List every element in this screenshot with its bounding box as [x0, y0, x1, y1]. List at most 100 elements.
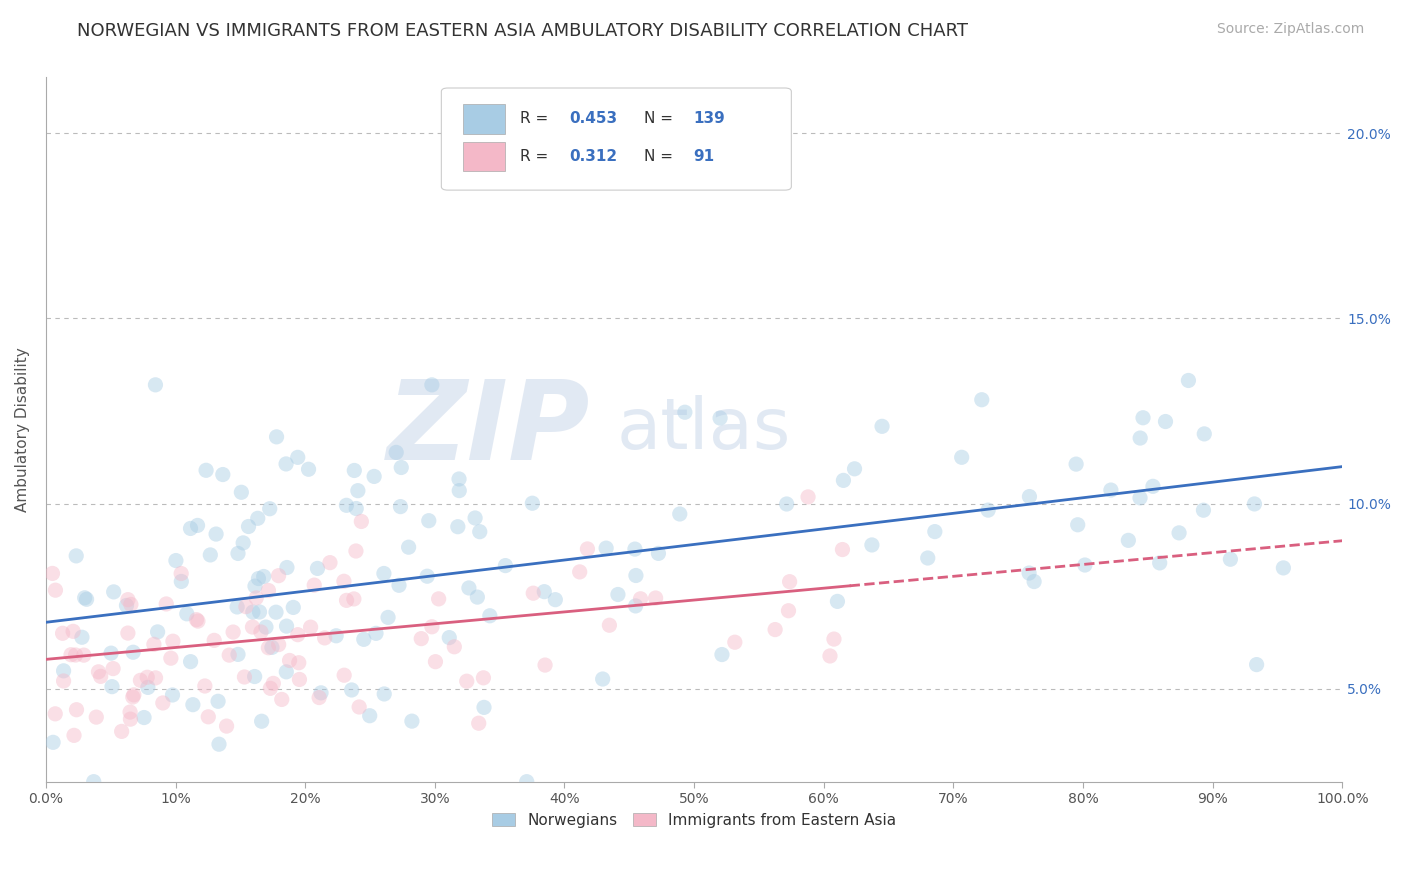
Point — [245, 591, 267, 605]
Point — [226, 546, 249, 560]
Point — [860, 538, 883, 552]
Text: R =: R = — [520, 112, 554, 127]
Point — [1064, 457, 1087, 471]
Point — [1022, 574, 1045, 589]
Point — [630, 591, 652, 606]
Point — [302, 578, 325, 592]
Point — [145, 671, 167, 685]
Point — [1074, 558, 1097, 572]
FancyBboxPatch shape — [441, 88, 792, 190]
Point — [267, 568, 290, 582]
FancyBboxPatch shape — [464, 104, 505, 134]
Point — [924, 524, 946, 539]
Point — [243, 579, 266, 593]
Point — [247, 572, 270, 586]
Point — [42, 735, 65, 749]
Point — [235, 599, 257, 614]
Point — [823, 632, 845, 646]
Point — [1194, 426, 1216, 441]
Point — [373, 687, 395, 701]
Point — [1246, 657, 1268, 672]
Point — [724, 635, 747, 649]
Point — [266, 430, 288, 444]
Point — [335, 593, 357, 607]
Point — [253, 569, 276, 583]
Point — [136, 670, 159, 684]
Point — [276, 619, 298, 633]
Point — [246, 511, 269, 525]
Point — [1272, 561, 1295, 575]
Point — [160, 651, 183, 665]
Point — [467, 590, 489, 604]
Point — [187, 614, 209, 628]
Point — [447, 519, 470, 533]
Point — [456, 674, 478, 689]
Point — [779, 574, 801, 589]
Point — [195, 463, 218, 477]
Point — [41, 566, 63, 581]
Point — [353, 632, 375, 647]
Legend: Norwegians, Immigrants from Eastern Asia: Norwegians, Immigrants from Eastern Asia — [486, 806, 903, 834]
Point — [200, 548, 222, 562]
Point — [117, 626, 139, 640]
Point — [827, 594, 849, 608]
Point — [385, 445, 408, 459]
Point — [970, 392, 993, 407]
Point — [276, 665, 298, 679]
Point — [187, 518, 209, 533]
Text: N =: N = — [644, 112, 678, 127]
Point — [264, 605, 287, 619]
Point — [439, 631, 461, 645]
Point — [443, 640, 465, 654]
Text: 139: 139 — [693, 112, 724, 127]
Point — [522, 586, 544, 600]
Point — [52, 626, 75, 640]
Point — [218, 648, 240, 662]
Point — [103, 585, 125, 599]
Point — [111, 724, 134, 739]
Text: 0.312: 0.312 — [569, 149, 617, 164]
Point — [775, 497, 797, 511]
Text: ZIP: ZIP — [387, 376, 591, 483]
Point — [267, 638, 290, 652]
Point — [1243, 497, 1265, 511]
Point — [411, 632, 433, 646]
Point — [120, 598, 142, 612]
Point — [763, 623, 786, 637]
Point — [231, 485, 253, 500]
Point — [226, 599, 249, 614]
Text: Source: ZipAtlas.com: Source: ZipAtlas.com — [1216, 22, 1364, 37]
Point — [62, 624, 84, 639]
Point — [647, 546, 669, 560]
Point — [145, 377, 167, 392]
Point — [142, 637, 165, 651]
Point — [232, 536, 254, 550]
Point — [468, 524, 491, 539]
Point — [319, 556, 342, 570]
Point — [673, 405, 696, 419]
Point — [350, 515, 373, 529]
Point — [340, 682, 363, 697]
Point — [377, 610, 399, 624]
Text: 91: 91 — [693, 149, 714, 164]
Point — [242, 605, 264, 619]
Point — [347, 700, 370, 714]
Point — [308, 690, 330, 705]
Point — [333, 668, 356, 682]
Point — [202, 633, 225, 648]
Text: 0.453: 0.453 — [569, 112, 617, 127]
Point — [101, 680, 124, 694]
Point — [347, 483, 370, 498]
Point — [797, 490, 820, 504]
Point — [186, 613, 208, 627]
Point — [170, 566, 193, 581]
Point — [197, 710, 219, 724]
Point — [309, 686, 332, 700]
Point — [84, 710, 107, 724]
Point — [120, 705, 142, 719]
Point — [260, 640, 283, 655]
Point — [233, 670, 256, 684]
Point — [254, 620, 277, 634]
Text: NORWEGIAN VS IMMIGRANTS FROM EASTERN ASIA AMBULATORY DISABILITY CORRELATION CHAR: NORWEGIAN VS IMMIGRANTS FROM EASTERN ASI… — [77, 22, 969, 40]
Point — [977, 503, 1000, 517]
